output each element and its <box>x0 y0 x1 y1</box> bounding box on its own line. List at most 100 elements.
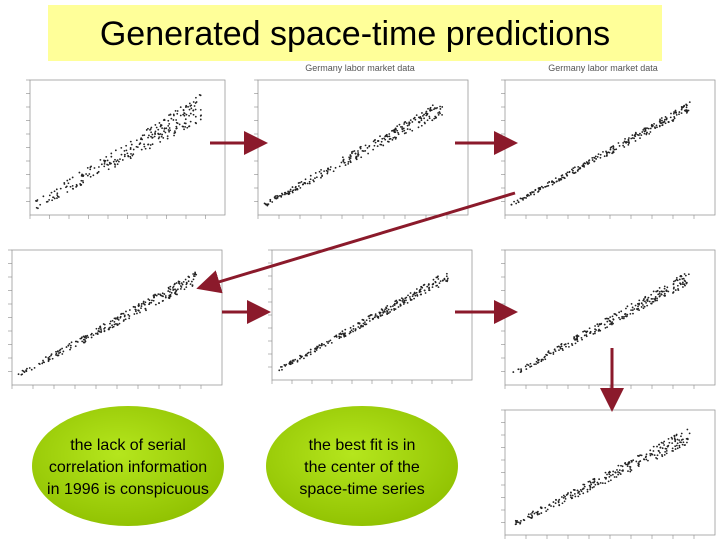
scatter-dot <box>675 444 678 447</box>
scatter-dot <box>578 493 581 496</box>
scatter-dot <box>140 305 143 307</box>
scatter-dot <box>642 304 644 306</box>
scatter-dot <box>284 191 287 194</box>
scatter-dot <box>198 93 201 96</box>
scatter-dot <box>128 317 131 320</box>
scatter-dot <box>155 126 158 129</box>
scatter-dot <box>531 514 533 517</box>
scatter-dot <box>617 471 619 473</box>
scatter-dot <box>621 465 624 468</box>
scatter-dot <box>174 288 176 291</box>
scatter-dot <box>166 135 169 138</box>
scatter-dot <box>613 148 616 151</box>
scatter-dot <box>58 352 60 355</box>
scatter-dot <box>357 322 360 324</box>
scatter-dot <box>643 305 646 308</box>
scatter-dot <box>575 338 578 341</box>
scatter-dot <box>168 130 170 133</box>
scatter-dot <box>419 117 421 119</box>
scatter-dot <box>329 339 332 342</box>
scatter-dot <box>126 152 129 155</box>
scatter-dot <box>665 449 668 452</box>
scatter-dot <box>150 301 153 304</box>
scatter-dot <box>133 313 136 315</box>
scatter-dot <box>298 181 301 184</box>
scatter-dot <box>171 286 174 289</box>
scatter-dot <box>140 303 143 305</box>
scatter-dot <box>42 361 45 364</box>
scatter-dot <box>517 368 520 371</box>
scatter-dot <box>309 351 312 354</box>
scatter-dot <box>388 138 391 140</box>
scatter-dot <box>681 281 684 284</box>
scatter-dot <box>117 318 120 321</box>
scatter-dot <box>194 271 196 274</box>
scatter-dot <box>643 127 646 130</box>
scatter-dot <box>53 197 56 200</box>
scatter-dot <box>672 120 674 122</box>
scatter-dot <box>56 194 59 196</box>
scatter-dot <box>533 363 536 366</box>
scatter-dot <box>445 275 448 278</box>
scatter-dot <box>681 283 684 286</box>
scatter-dot <box>664 116 667 118</box>
scatter-dot <box>544 185 547 188</box>
scatter-dot <box>112 325 115 328</box>
scatter-dot <box>320 172 323 175</box>
scatter-dot <box>193 273 196 276</box>
scatter-dot <box>626 465 629 467</box>
scatter-dot <box>554 350 557 352</box>
scatter-dot <box>338 333 341 335</box>
scatter-dot <box>582 487 585 490</box>
scatter-dot <box>522 197 525 199</box>
scatter-dot <box>614 471 617 474</box>
scatter-dot <box>130 152 132 155</box>
scatter-dot <box>579 167 582 170</box>
scatter-dot <box>151 299 153 302</box>
scatter-dot <box>539 187 542 189</box>
scatter-dot <box>516 199 519 202</box>
scatter-dot <box>25 370 28 372</box>
scatter-dot <box>23 371 26 374</box>
scatter-dot <box>364 321 366 324</box>
scatter-dot <box>393 136 396 139</box>
scatter-dot <box>548 180 551 183</box>
scatter-dot <box>83 336 86 339</box>
scatter-dot <box>263 202 266 205</box>
scatter-dot <box>393 304 396 307</box>
scatter-dot <box>527 513 530 516</box>
scatter-dot <box>92 334 95 337</box>
scatter-dot <box>157 293 160 296</box>
scatter-dot <box>663 440 666 443</box>
scatter-dot <box>109 326 112 329</box>
scatter-dot <box>683 273 686 275</box>
scatter-dot <box>134 306 137 309</box>
scatter-dot <box>403 301 406 304</box>
scatter-dot <box>167 286 170 289</box>
scatter-dot <box>415 291 418 294</box>
scatter-dot <box>653 454 656 457</box>
scatter-dot <box>180 286 183 288</box>
scatter-dot <box>529 365 531 368</box>
scatter-dot <box>569 494 572 497</box>
scatter-dot <box>546 182 549 184</box>
scatter-dot <box>576 340 579 343</box>
scatter-dot <box>280 195 283 197</box>
scatter-dot <box>353 150 356 152</box>
scatter-dot <box>326 172 329 175</box>
scatter-dot <box>669 116 672 119</box>
scatter-dot <box>656 297 658 300</box>
scatter-dot <box>309 353 312 356</box>
scatter-dot <box>534 189 537 192</box>
scatter-dot <box>429 108 432 110</box>
scatter-dot <box>357 153 360 156</box>
scatter-dot <box>48 198 51 201</box>
scatter-dot <box>512 371 515 373</box>
scatter-dot <box>62 350 65 353</box>
scatter-dot <box>151 143 154 146</box>
scatter-dot <box>580 336 583 339</box>
scatter-dot <box>658 290 661 293</box>
scatter-dot <box>639 454 642 457</box>
scatter-dot <box>433 107 436 109</box>
scatter-dot <box>560 345 563 348</box>
